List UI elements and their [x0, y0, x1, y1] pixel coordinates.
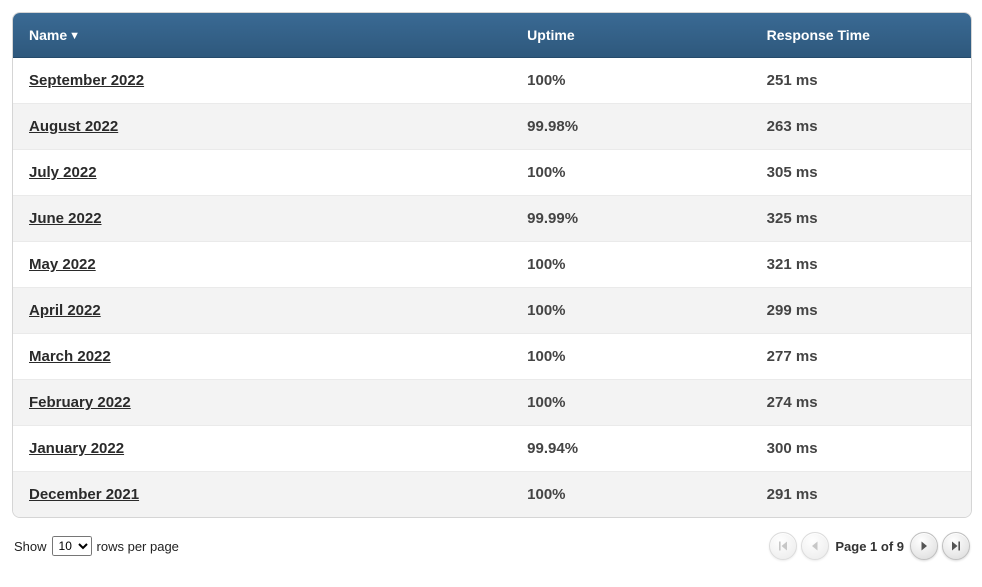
- cell-name: September 2022: [13, 58, 511, 104]
- table-row: July 2022 100%305 ms: [13, 150, 971, 196]
- next-page-button[interactable]: [910, 532, 938, 560]
- table-row: April 2022 100%299 ms: [13, 288, 971, 334]
- cell-uptime: 99.98%: [511, 104, 751, 150]
- month-link[interactable]: August 2022: [29, 118, 118, 135]
- cell-uptime: 100%: [511, 288, 751, 334]
- table-row: February 2022 100%274 ms: [13, 380, 971, 426]
- cell-response: 274 ms: [751, 380, 971, 426]
- first-page-button: [769, 532, 797, 560]
- column-header-uptime[interactable]: Uptime: [511, 13, 751, 58]
- month-link[interactable]: September 2022: [29, 72, 144, 89]
- rows-per-page-suffix: rows per page: [97, 539, 179, 554]
- cell-response: 305 ms: [751, 150, 971, 196]
- column-header-name[interactable]: Name▼: [13, 13, 511, 58]
- prev-page-button: [801, 532, 829, 560]
- month-link[interactable]: April 2022: [29, 302, 101, 319]
- cell-uptime: 100%: [511, 380, 751, 426]
- cell-name: February 2022: [13, 380, 511, 426]
- cell-uptime: 100%: [511, 150, 751, 196]
- uptime-table: Name▼ Uptime Response Time September 202…: [13, 13, 971, 517]
- table-header-row: Name▼ Uptime Response Time: [13, 13, 971, 58]
- table-row: August 2022 99.98%263 ms: [13, 104, 971, 150]
- uptime-table-container: Name▼ Uptime Response Time September 202…: [12, 12, 972, 518]
- cell-name: April 2022: [13, 288, 511, 334]
- month-link[interactable]: May 2022: [29, 256, 96, 273]
- month-link[interactable]: March 2022: [29, 348, 111, 365]
- column-header-name-label: Name: [29, 27, 67, 43]
- cell-name: August 2022: [13, 104, 511, 150]
- rows-per-page-select[interactable]: 10: [52, 536, 92, 556]
- cell-uptime: 99.99%: [511, 196, 751, 242]
- sort-descending-icon: ▼: [69, 30, 80, 42]
- table-row: June 2022 99.99%325 ms: [13, 196, 971, 242]
- month-link[interactable]: December 2021: [29, 486, 139, 503]
- month-link[interactable]: February 2022: [29, 394, 131, 411]
- table-row: January 2022 99.94%300 ms: [13, 426, 971, 472]
- column-header-uptime-label: Uptime: [527, 27, 574, 43]
- cell-name: December 2021: [13, 472, 511, 518]
- cell-response: 277 ms: [751, 334, 971, 380]
- first-page-icon: [777, 540, 789, 552]
- cell-uptime: 99.94%: [511, 426, 751, 472]
- cell-response: 300 ms: [751, 426, 971, 472]
- month-link[interactable]: July 2022: [29, 164, 97, 181]
- cell-uptime: 100%: [511, 242, 751, 288]
- cell-name: January 2022: [13, 426, 511, 472]
- prev-page-icon: [809, 540, 821, 552]
- column-header-response[interactable]: Response Time: [751, 13, 971, 58]
- pagination-controls: Page 1 of 9: [769, 532, 970, 560]
- table-row: September 2022 100%251 ms: [13, 58, 971, 104]
- cell-name: May 2022: [13, 242, 511, 288]
- month-link[interactable]: June 2022: [29, 210, 102, 227]
- cell-uptime: 100%: [511, 334, 751, 380]
- cell-response: 251 ms: [751, 58, 971, 104]
- table-row: March 2022 100%277 ms: [13, 334, 971, 380]
- cell-uptime: 100%: [511, 58, 751, 104]
- month-link[interactable]: January 2022: [29, 440, 124, 457]
- last-page-icon: [950, 540, 962, 552]
- cell-response: 325 ms: [751, 196, 971, 242]
- cell-name: July 2022: [13, 150, 511, 196]
- cell-response: 291 ms: [751, 472, 971, 518]
- table-row: December 2021 100%291 ms: [13, 472, 971, 518]
- cell-uptime: 100%: [511, 472, 751, 518]
- next-page-icon: [918, 540, 930, 552]
- page-indicator: Page 1 of 9: [835, 539, 904, 554]
- rows-per-page-prefix: Show: [14, 539, 47, 554]
- cell-response: 299 ms: [751, 288, 971, 334]
- column-header-response-label: Response Time: [767, 27, 870, 43]
- last-page-button[interactable]: [942, 532, 970, 560]
- cell-response: 321 ms: [751, 242, 971, 288]
- cell-response: 263 ms: [751, 104, 971, 150]
- table-row: May 2022 100%321 ms: [13, 242, 971, 288]
- rows-per-page-control: Show 10 rows per page: [14, 536, 179, 556]
- cell-name: March 2022: [13, 334, 511, 380]
- cell-name: June 2022: [13, 196, 511, 242]
- table-footer: Show 10 rows per page Page 1 of 9: [12, 518, 972, 566]
